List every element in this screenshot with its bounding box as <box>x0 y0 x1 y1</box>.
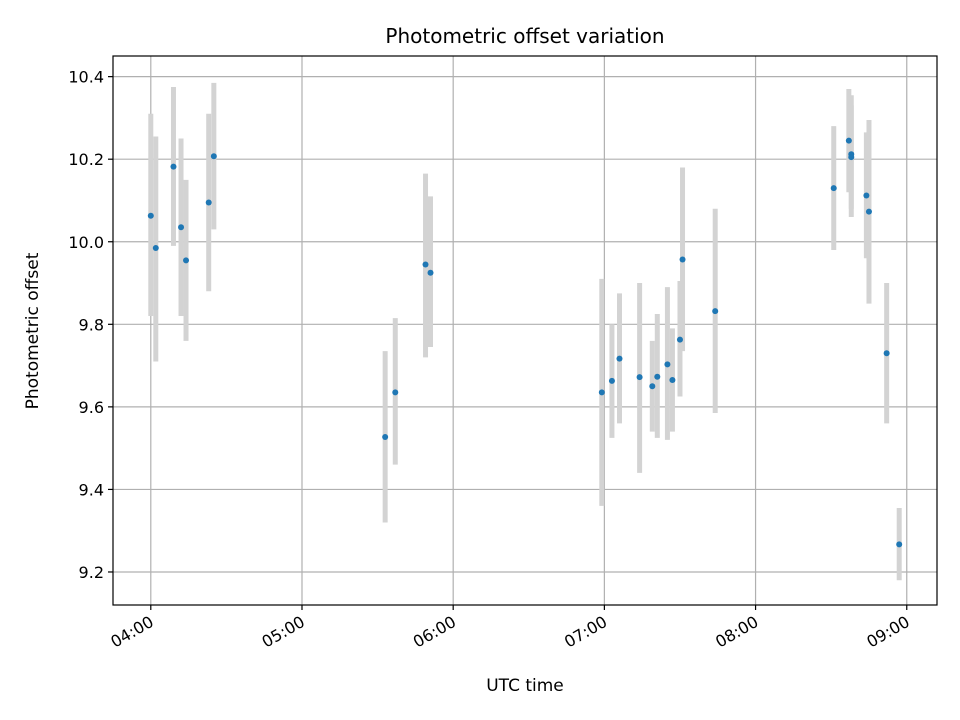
grid <box>113 56 937 605</box>
x-axis-label: UTC time <box>486 676 564 696</box>
data-point <box>830 185 837 192</box>
y-axis-label: Photometric offset <box>23 252 43 409</box>
data-point <box>183 257 190 264</box>
data-point <box>422 261 429 268</box>
data-point <box>636 374 643 381</box>
data-point <box>382 433 389 440</box>
plot-frame <box>112 55 938 606</box>
data-point <box>883 350 890 357</box>
chart-title: Photometric offset variation <box>385 24 664 48</box>
data-points <box>147 137 903 548</box>
y-tick-label: 9.2 <box>79 563 104 582</box>
data-point <box>669 377 676 384</box>
data-point <box>664 361 671 368</box>
data-point <box>147 212 154 219</box>
data-point <box>608 377 615 384</box>
data-point <box>598 389 605 396</box>
y-tick-label: 10.0 <box>68 233 104 252</box>
data-point <box>676 336 683 343</box>
data-point <box>152 244 159 251</box>
data-point <box>392 389 399 396</box>
data-point <box>712 308 719 315</box>
data-point <box>848 154 855 161</box>
data-point <box>865 208 872 215</box>
data-point <box>178 224 185 231</box>
y-tick-label: 9.4 <box>79 480 104 499</box>
data-point <box>679 256 686 263</box>
data-point <box>170 163 177 170</box>
data-point <box>863 192 870 199</box>
data-point <box>845 137 852 144</box>
y-tick-label: 9.6 <box>79 398 104 417</box>
data-point <box>616 355 623 362</box>
data-point <box>654 373 661 380</box>
y-axis: 9.2 9.4 9.6 9.8 10.0 10.2 10.4 <box>68 68 113 582</box>
y-tick-label: 10.2 <box>68 150 104 169</box>
y-tick-label: 10.4 <box>68 68 104 87</box>
data-point <box>896 541 903 548</box>
data-point <box>427 269 434 276</box>
data-point <box>210 153 217 160</box>
data-point <box>649 383 656 390</box>
y-tick-label: 9.8 <box>79 315 104 334</box>
data-point <box>205 199 212 206</box>
